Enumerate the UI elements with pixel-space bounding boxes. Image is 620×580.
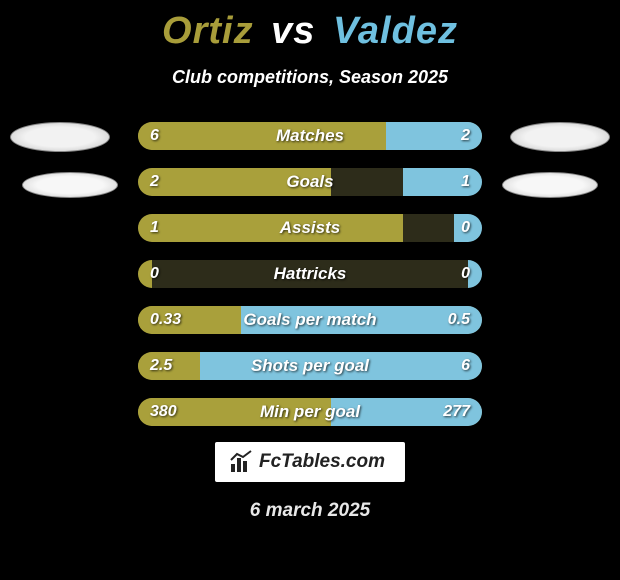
subtitle: Club competitions, Season 2025	[0, 67, 620, 88]
stat-row: 21Goals	[138, 168, 482, 196]
title-vs: vs	[271, 10, 315, 52]
title-player-left: Ortiz	[162, 10, 254, 52]
stats-bars: 62Matches 21Goals 10Assists 00Hattricks 0.33…	[138, 122, 482, 444]
team-badge-left	[10, 122, 110, 152]
stat-row: 62Matches	[138, 122, 482, 150]
comparison-title: Ortiz vs Valdez	[0, 0, 620, 53]
brand-text: FcTables.com	[259, 451, 385, 473]
stat-label: Assists	[138, 214, 482, 242]
stat-label: Min per goal	[138, 398, 482, 426]
chart-icon	[229, 450, 253, 474]
photo-placeholder-right	[502, 172, 598, 198]
stat-row: 2.56Shots per goal	[138, 352, 482, 380]
team-badge-right	[510, 122, 610, 152]
stat-row: 0.330.5Goals per match	[138, 306, 482, 334]
stat-label: Goals per match	[138, 306, 482, 334]
stat-row: 10Assists	[138, 214, 482, 242]
stat-label: Hattricks	[138, 260, 482, 288]
brand-badge: FcTables.com	[215, 442, 405, 482]
stat-label: Matches	[138, 122, 482, 150]
title-player-right: Valdez	[333, 10, 458, 52]
stat-label: Shots per goal	[138, 352, 482, 380]
date-text: 6 march 2025	[0, 500, 620, 522]
stat-row: 380277Min per goal	[138, 398, 482, 426]
stat-row: 00Hattricks	[138, 260, 482, 288]
stat-label: Goals	[138, 168, 482, 196]
photo-placeholder-left	[22, 172, 118, 198]
